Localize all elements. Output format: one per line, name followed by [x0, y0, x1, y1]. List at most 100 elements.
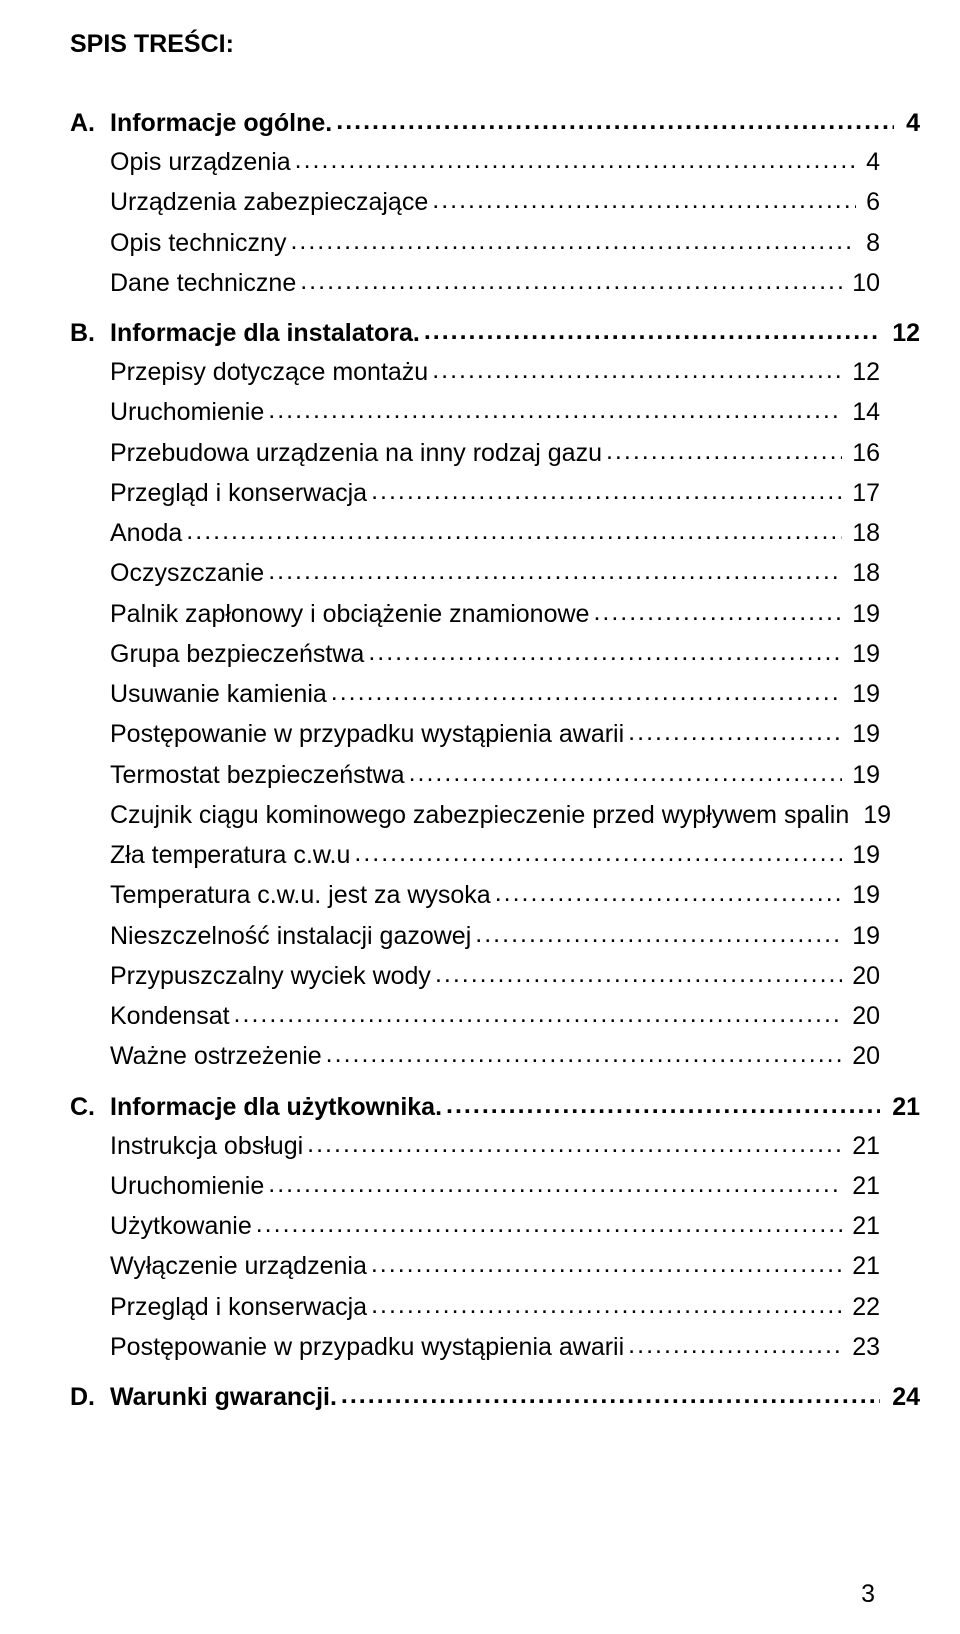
toc-item-text: Wyłączenie urządzenia: [110, 1248, 367, 1284]
page-number: 3: [861, 1580, 875, 1609]
toc-item-page: 19: [852, 636, 880, 672]
toc-section: D.Warunki gwarancji.24: [70, 1383, 880, 1412]
toc-item-text: Anoda: [110, 515, 182, 551]
toc-item-text: Przegląd i konserwacja: [110, 1289, 367, 1325]
toc-item: Temperatura c.w.u. jest za wysoka 19: [110, 877, 880, 913]
toc-item-page: 14: [852, 394, 880, 430]
toc-item-text: Czujnik ciągu kominowego zabezpieczenie …: [110, 797, 849, 833]
toc-item-text: Przypuszczalny wyciek wody: [110, 958, 431, 994]
toc-item-text: Przebudowa urządzenia na inny rodzaj gaz…: [110, 435, 602, 471]
toc-item-text: Grupa bezpieczeństwa: [110, 636, 364, 672]
toc-item-page: 10: [852, 265, 880, 301]
toc-item-text: Przepisy dotyczące montażu: [110, 354, 428, 390]
toc-dots: [354, 835, 842, 871]
toc-dots: [435, 956, 842, 992]
toc-item-text: Użytkowanie: [110, 1208, 252, 1244]
toc-item: Termostat bezpieczeństwa19: [110, 757, 880, 793]
toc-item-page: 19: [852, 877, 880, 913]
toc-item-page: 22: [852, 1289, 880, 1325]
toc-item-text: Urządzenia zabezpieczające: [110, 184, 428, 220]
toc-item: Przegląd i konserwacja 22: [110, 1289, 880, 1325]
toc-item: Postępowanie w przypadku wystąpienia awa…: [110, 716, 880, 752]
toc-item-page: 18: [852, 555, 880, 591]
toc-item-page: 23: [852, 1329, 880, 1365]
toc-item-text: Palnik zapłonowy i obciążenie znamionowe: [110, 596, 589, 632]
toc-dots: [268, 392, 842, 428]
toc-item: Przypuszczalny wyciek wody 20: [110, 958, 880, 994]
toc-item-text: Kondensat: [110, 998, 230, 1034]
toc-section-header: A.Informacje ogólne.4: [70, 109, 880, 138]
toc-item-page: 19: [852, 716, 880, 752]
toc-item-text: Zła temperatura c.w.u: [110, 837, 350, 873]
toc-dots: [368, 634, 842, 670]
toc-dots: [475, 916, 842, 952]
toc-section-header: B.Informacje dla instalatora.12: [70, 319, 880, 348]
toc-item: Urządzenia zabezpieczające6: [110, 184, 880, 220]
toc-item-page: 19: [852, 757, 880, 793]
toc-item-page: 20: [852, 958, 880, 994]
toc-dots: [371, 1287, 842, 1323]
toc-dots: [593, 594, 842, 630]
toc-item-page: 8: [866, 225, 880, 261]
toc-dots: [307, 1126, 842, 1162]
toc-item-page: 12: [852, 354, 880, 390]
toc-section-header: D.Warunki gwarancji.24: [70, 1383, 880, 1412]
toc-item: Grupa bezpieczeństwa 19: [110, 636, 880, 672]
toc-dots: [424, 317, 880, 346]
toc-dots: [295, 142, 856, 178]
toc-item: Zła temperatura c.w.u19: [110, 837, 880, 873]
toc-item: Uruchomienie21: [110, 1168, 880, 1204]
toc-dots: [628, 1327, 842, 1363]
toc-item: Przebudowa urządzenia na inny rodzaj gaz…: [110, 435, 880, 471]
toc-item: Postępowanie w przypadku wystąpienia awa…: [110, 1329, 880, 1365]
toc-section-letter: C.: [70, 1093, 110, 1122]
toc-section-letter: B.: [70, 319, 110, 348]
toc-item-text: Oczyszczanie: [110, 555, 264, 591]
toc-item-page: 19: [852, 676, 880, 712]
toc-section-page: 4: [906, 109, 920, 138]
toc-section: C.Informacje dla użytkownika. 21 Instrukcj…: [70, 1093, 880, 1366]
toc-item-text: Opis urządzenia: [110, 144, 291, 180]
toc-item-page: 19: [852, 918, 880, 954]
toc-item-page: 17: [852, 475, 880, 511]
toc-item-text: Temperatura c.w.u. jest za wysoka: [110, 877, 491, 913]
toc-container: A.Informacje ogólne.4 Opis urządzenia 4 Urz…: [70, 109, 880, 1412]
toc-item-page: 21: [852, 1208, 880, 1244]
toc-section-title: Informacje dla instalatora.: [110, 319, 420, 348]
toc-dots: [371, 473, 842, 509]
toc-item: Wyłączenie urządzenia 21: [110, 1248, 880, 1284]
toc-item: Czujnik ciągu kominowego zabezpieczenie …: [110, 797, 880, 833]
toc-title: SPIS TREŚCI:: [70, 30, 880, 59]
toc-section: A.Informacje ogólne.4 Opis urządzenia 4 Urz…: [70, 109, 880, 301]
toc-dots: [268, 1166, 842, 1202]
toc-item: Nieszczelność instalacji gazowej 19: [110, 918, 880, 954]
toc-dots: [432, 352, 842, 388]
toc-section-page: 21: [892, 1093, 920, 1122]
toc-item-text: Przegląd i konserwacja: [110, 475, 367, 511]
toc-item-page: 4: [866, 144, 880, 180]
toc-item-text: Usuwanie kamienia: [110, 676, 327, 712]
toc-item: Ważne ostrzeżenie20: [110, 1038, 880, 1074]
toc-item-page: 21: [852, 1248, 880, 1284]
toc-dots: [606, 433, 842, 469]
toc-dots: [268, 553, 842, 589]
toc-item-page: 19: [852, 596, 880, 632]
toc-item-text: Instrukcja obsługi: [110, 1128, 303, 1164]
toc-item-page: 19: [863, 797, 891, 833]
toc-item-text: Postępowanie w przypadku wystąpienia awa…: [110, 716, 624, 752]
toc-section-title: Warunki gwarancji.: [110, 1383, 337, 1412]
toc-dots: [371, 1246, 842, 1282]
toc-dots: [186, 513, 842, 549]
toc-dots: [446, 1091, 880, 1120]
toc-item: Kondensat20: [110, 998, 880, 1034]
toc-item-text: Postępowanie w przypadku wystąpienia awa…: [110, 1329, 624, 1365]
toc-item: Instrukcja obsługi21: [110, 1128, 880, 1164]
toc-item-text: Nieszczelność instalacji gazowej: [110, 918, 471, 954]
toc-item: Uruchomienie14: [110, 394, 880, 430]
toc-dots: [326, 1036, 843, 1072]
toc-item: Użytkowanie 21: [110, 1208, 880, 1244]
toc-section-page: 12: [892, 319, 920, 348]
toc-section-title: Informacje dla użytkownika.: [110, 1093, 442, 1122]
toc-dots: [341, 1381, 880, 1410]
toc-section-letter: D.: [70, 1383, 110, 1412]
